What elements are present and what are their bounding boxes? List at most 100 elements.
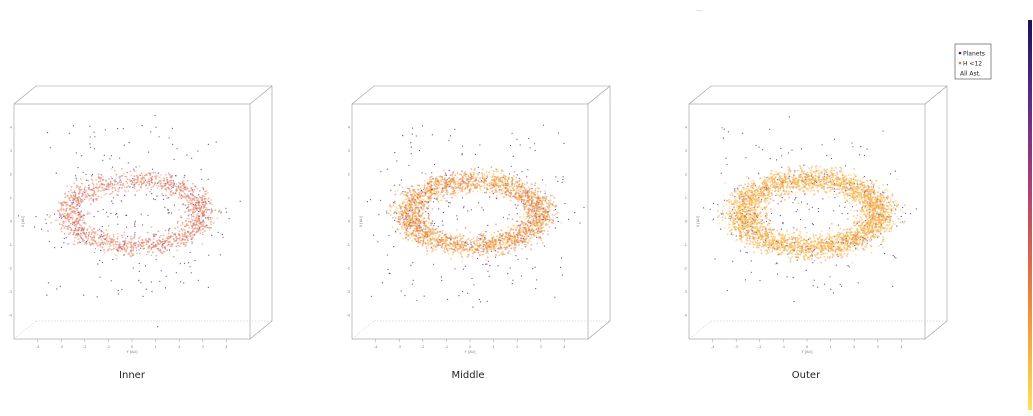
ring-point bbox=[456, 240, 458, 242]
ring-point bbox=[446, 189, 448, 192]
ring-point bbox=[193, 204, 195, 207]
ring-point bbox=[427, 244, 429, 247]
ring-point bbox=[112, 236, 115, 238]
ring-point bbox=[108, 247, 111, 250]
planet-point bbox=[112, 166, 114, 168]
ring-point bbox=[126, 178, 129, 181]
ring-point bbox=[109, 185, 112, 188]
ring-planet-point bbox=[197, 210, 199, 212]
ring-point bbox=[210, 223, 213, 226]
ring-planet-point bbox=[175, 193, 177, 195]
ring-point bbox=[122, 173, 125, 175]
planet-point bbox=[467, 292, 469, 294]
ring-point bbox=[187, 190, 190, 192]
ring-point bbox=[155, 254, 158, 257]
ring-point bbox=[454, 192, 456, 194]
ring-point bbox=[191, 230, 194, 233]
ring-point bbox=[431, 222, 433, 225]
ring-point bbox=[89, 203, 92, 206]
planet-point bbox=[431, 172, 433, 174]
ring-point bbox=[187, 224, 190, 227]
planet-point bbox=[47, 230, 49, 232]
planet-point bbox=[454, 268, 456, 270]
ring-point bbox=[102, 234, 105, 237]
ring-point bbox=[77, 242, 79, 245]
planet-point bbox=[151, 168, 154, 170]
ring-point bbox=[514, 227, 517, 229]
ring-planet-point bbox=[424, 228, 426, 230]
ring-planet-point bbox=[79, 219, 81, 221]
ring-point bbox=[458, 235, 461, 238]
ring-point bbox=[206, 216, 209, 219]
ring-point bbox=[174, 240, 177, 242]
ring-point bbox=[107, 224, 110, 227]
ring-point bbox=[71, 191, 74, 194]
ring-point bbox=[137, 243, 140, 246]
box-floor-left bbox=[351, 320, 375, 340]
planet-point bbox=[845, 165, 847, 167]
ring-point bbox=[397, 220, 400, 223]
ring-point bbox=[493, 231, 496, 234]
ring-point bbox=[438, 243, 441, 246]
ring-point bbox=[417, 234, 420, 237]
ring-point bbox=[92, 231, 95, 233]
ring-point bbox=[57, 201, 60, 204]
planet-point bbox=[72, 125, 75, 127]
ring-point bbox=[184, 196, 187, 199]
ring-planet-point bbox=[198, 216, 200, 217]
ring-point bbox=[469, 231, 471, 234]
ring-point bbox=[90, 189, 93, 191]
ring-point bbox=[423, 179, 426, 182]
ring-point bbox=[125, 176, 128, 178]
ring-point bbox=[186, 217, 188, 220]
ring-planet-point bbox=[150, 244, 152, 245]
ring-point bbox=[176, 220, 179, 223]
ring-point bbox=[140, 179, 143, 182]
ring-point bbox=[401, 186, 404, 188]
planet-point bbox=[476, 257, 478, 260]
ring-point bbox=[412, 209, 414, 212]
ring-point bbox=[411, 195, 413, 198]
planet-point bbox=[441, 220, 443, 222]
planet-point bbox=[190, 214, 192, 216]
ring-point bbox=[494, 244, 497, 246]
ring-point bbox=[537, 232, 540, 235]
ring-point bbox=[166, 239, 169, 242]
planet-point bbox=[162, 195, 164, 197]
ring-point bbox=[465, 173, 468, 176]
planet-point bbox=[183, 176, 185, 178]
ring-point bbox=[502, 192, 504, 195]
ring-point bbox=[125, 250, 128, 253]
ring-point bbox=[519, 185, 522, 188]
ring-planet-point bbox=[414, 202, 416, 204]
ring-point bbox=[527, 211, 530, 214]
ring-point bbox=[453, 238, 456, 240]
ring-point bbox=[125, 186, 128, 189]
ring-planet-point bbox=[84, 198, 86, 200]
planet-point bbox=[228, 218, 230, 220]
planet-point bbox=[554, 227, 557, 229]
ring-planet-point bbox=[188, 221, 190, 222]
planet-point bbox=[448, 139, 450, 141]
planet-point bbox=[534, 266, 536, 268]
ring-planet-point bbox=[105, 188, 107, 190]
ring-point bbox=[124, 190, 126, 192]
ring-planet-point bbox=[88, 234, 89, 236]
ring-point bbox=[193, 199, 196, 202]
ring-planet-point bbox=[492, 184, 494, 186]
planet-point bbox=[489, 196, 491, 198]
ring-point bbox=[435, 227, 438, 230]
ring-planet-point bbox=[162, 240, 164, 242]
ring-point bbox=[520, 197, 522, 199]
ring-point bbox=[403, 224, 406, 227]
ring-planet-point bbox=[406, 218, 408, 220]
ring-point bbox=[80, 227, 83, 230]
ring-point bbox=[435, 237, 438, 240]
ring-planet-point bbox=[209, 217, 211, 219]
ring-point bbox=[82, 194, 85, 197]
planet-point bbox=[448, 202, 450, 204]
planet-point bbox=[91, 175, 93, 177]
ring-point bbox=[437, 185, 440, 187]
ring-point bbox=[158, 239, 160, 242]
ring-point bbox=[81, 182, 83, 185]
